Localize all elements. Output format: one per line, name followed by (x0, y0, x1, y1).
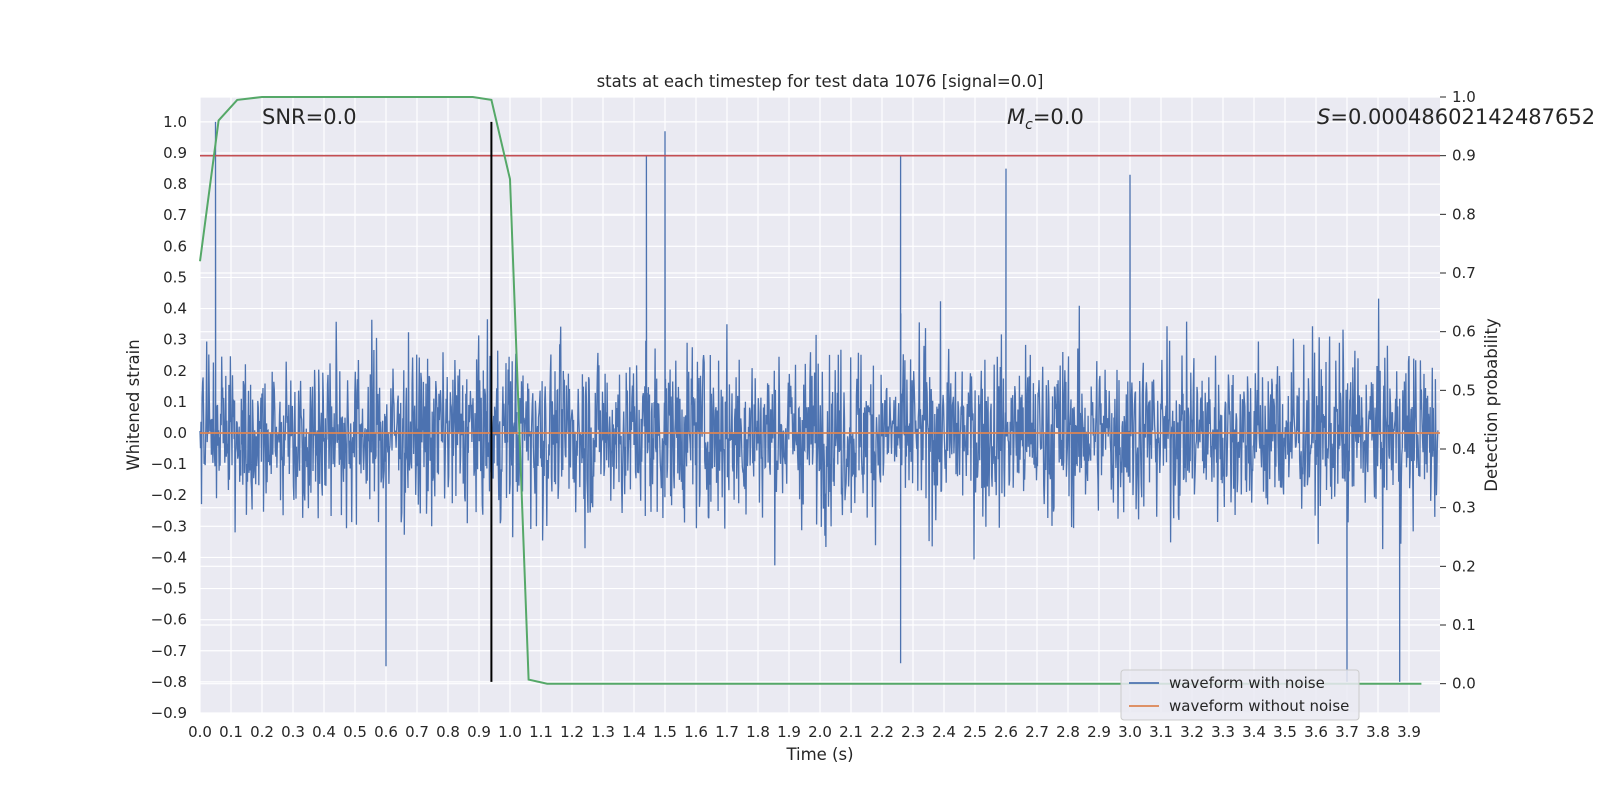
y-tick-label: 0.0 (163, 424, 187, 442)
legend: waveform with noise waveform without noi… (1120, 669, 1360, 721)
y-tick-label: 0.4 (163, 300, 187, 318)
x-tick-label: 2.5 (963, 723, 987, 741)
x-tick-label: 3.9 (1397, 723, 1421, 741)
y-right-tick-label: 0.8 (1452, 205, 1476, 223)
y-right-tick-label: 0.5 (1452, 381, 1476, 399)
x-tick-label: 0.0 (188, 723, 212, 741)
x-tick-label: 2.0 (808, 723, 832, 741)
x-tick-label: 0.5 (343, 723, 367, 741)
x-tick-label: 3.2 (1180, 723, 1204, 741)
s-value: =0.00048602142487652 (1330, 105, 1595, 129)
y-tick-label: 1.0 (163, 113, 187, 131)
s-symbol: S (1317, 105, 1330, 129)
x-tick-label: 1.1 (529, 723, 553, 741)
x-tick-label: 3.5 (1273, 723, 1297, 741)
x-tick-label: 2.2 (870, 723, 894, 741)
y-right-tick-label: 0.3 (1452, 499, 1476, 517)
x-tick-label: 1.3 (591, 723, 615, 741)
x-tick-label: 3.4 (1242, 723, 1266, 741)
x-tick-label: 1.7 (715, 723, 739, 741)
x-tick-label: 3.3 (1211, 723, 1235, 741)
x-tick-label: 1.5 (653, 723, 677, 741)
y-right-tick-label: 1.0 (1452, 88, 1476, 106)
y-tick-label: −0.3 (151, 517, 187, 535)
y-right-tick-label: 0.4 (1452, 440, 1476, 458)
legend-label-noise: waveform with noise (1169, 674, 1325, 692)
x-axis-ticks: 0.0 0.1 0.2 0.3 0.4 0.5 0.6 0.7 0.8 0.9 1.0 1.1 1.2 1… (188, 723, 1421, 741)
noise-trace (199, 121, 1439, 682)
y-tick-label: −0.4 (151, 548, 187, 566)
y-right-axis-label: Detection probability (1482, 318, 1501, 492)
x-tick-label: 0.1 (219, 723, 243, 741)
x-tick-label: 2.9 (1087, 723, 1111, 741)
s-annotation: S=0.00048602142487652 (1317, 105, 1595, 129)
x-tick-label: 0.8 (436, 723, 460, 741)
legend-label-clean: waveform without noise (1169, 697, 1349, 715)
y-tick-label: 0.9 (163, 144, 187, 162)
y-right-tick-label: 0.1 (1452, 616, 1476, 634)
x-tick-label: 2.3 (901, 723, 925, 741)
y-right-tick-label: 0.2 (1452, 557, 1476, 575)
x-tick-label: 1.4 (622, 723, 646, 741)
x-tick-label: 3.6 (1304, 723, 1328, 741)
x-tick-label: 1.9 (777, 723, 801, 741)
y-right-tick-label: 0.9 (1452, 147, 1476, 165)
chart-title: stats at each timestep for test data 107… (597, 72, 1044, 91)
mc-subscript: c (1025, 117, 1033, 133)
x-tick-label: 0.2 (250, 723, 274, 741)
x-tick-label: 3.1 (1149, 723, 1173, 741)
y-axis-ticks: 1.0 0.9 0.8 0.7 0.6 0.5 0.4 0.3 0.2 0.1 0.0 −0.1 −0.… (151, 113, 187, 722)
x-tick-label: 0.6 (374, 723, 398, 741)
y-right-tick-label: 0.7 (1452, 264, 1476, 282)
y-tick-label: −0.9 (151, 704, 187, 722)
x-tick-label: 1.2 (560, 723, 584, 741)
y-axis-label: Whitened strain (124, 339, 143, 470)
x-tick-label: 2.7 (1025, 723, 1049, 741)
y-tick-label: 0.7 (163, 206, 187, 224)
y-tick-label: −0.1 (151, 455, 187, 473)
x-tick-label: 1.8 (746, 723, 770, 741)
x-tick-label: 2.1 (839, 723, 863, 741)
y-tick-label: 0.8 (163, 175, 187, 193)
y-tick-label: −0.7 (151, 642, 187, 660)
y-right-axis-ticks: 1.0 0.9 0.8 0.7 0.6 0.5 0.4 0.3 0.2 0.1 0.0 (1440, 88, 1476, 693)
mc-symbol: M (1007, 105, 1025, 129)
x-tick-label: 2.6 (994, 723, 1018, 741)
x-tick-label: 3.8 (1366, 723, 1390, 741)
y-tick-label: −0.6 (151, 611, 187, 629)
series-detection-probability (199, 96, 1422, 685)
snr-annotation: SNR=0.0 (262, 105, 357, 129)
y-tick-label: 0.5 (163, 268, 187, 286)
x-axis-label: Time (s) (785, 745, 853, 764)
y-tick-label: 0.1 (163, 393, 187, 411)
mc-annotation: Mc=0.0 (1007, 105, 1084, 133)
legend-box (1120, 669, 1360, 721)
y-tick-label: −0.2 (151, 486, 187, 504)
y-right-tick-label: 0.6 (1452, 323, 1476, 341)
y-tick-label: 0.2 (163, 362, 187, 380)
x-tick-label: 2.8 (1056, 723, 1080, 741)
x-tick-label: 0.9 (467, 723, 491, 741)
y-tick-label: −0.8 (151, 673, 187, 691)
y-tick-label: 0.3 (163, 331, 187, 349)
x-tick-label: 1.6 (684, 723, 708, 741)
y-tick-label: 0.6 (163, 237, 187, 255)
x-tick-label: 0.7 (405, 723, 429, 741)
x-tick-label: 3.7 (1335, 723, 1359, 741)
x-tick-label: 2.4 (932, 723, 956, 741)
x-tick-label: 3.0 (1118, 723, 1142, 741)
y-right-tick-label: 0.0 (1452, 675, 1476, 693)
probability-curve (199, 96, 1422, 685)
mc-value: =0.0 (1033, 105, 1084, 129)
y-tick-label: −0.5 (151, 580, 187, 598)
x-tick-label: 0.4 (312, 723, 336, 741)
x-tick-label: 0.3 (281, 723, 305, 741)
series-waveform-with-noise (199, 121, 1439, 682)
x-tick-label: 1.0 (498, 723, 522, 741)
